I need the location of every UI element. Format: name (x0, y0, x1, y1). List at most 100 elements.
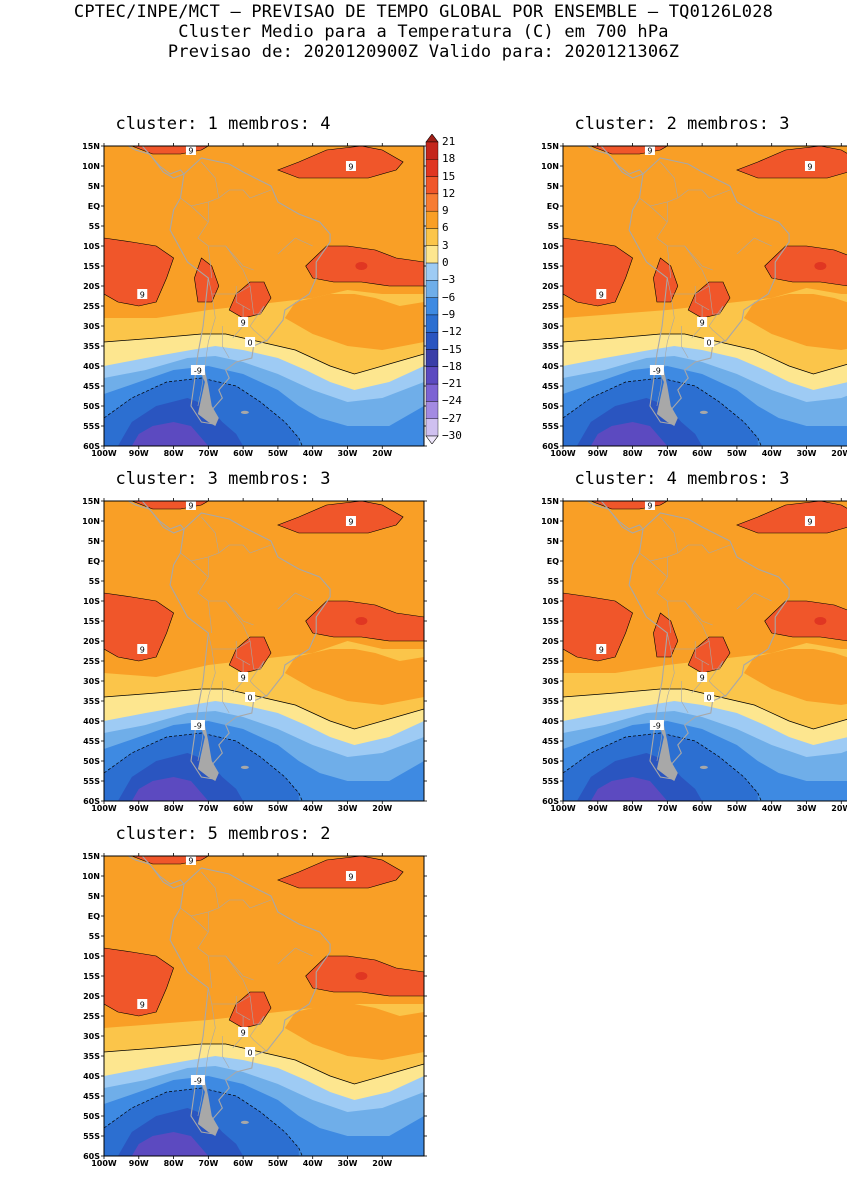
lon-tick-label: 70W (657, 449, 677, 458)
colorbar-swatch (425, 401, 439, 419)
lat-tick-label: 50S (83, 757, 100, 766)
lat-tick-label: 20S (83, 992, 100, 1001)
lon-tick-label: 80W (164, 1159, 184, 1168)
lon-tick-label: 80W (623, 449, 643, 458)
svg-text:9: 9 (188, 857, 193, 866)
lat-tick-label: 15N (541, 142, 559, 151)
svg-text:-9: -9 (194, 722, 202, 731)
warm-patch (764, 245, 847, 287)
lat-tick-label: 5N (88, 182, 100, 191)
lon-tick-label: 30W (337, 804, 357, 813)
colorbar-swatches (425, 133, 439, 445)
colorbar-level-label: −15 (442, 342, 462, 356)
lat-tick-label: 5S (89, 932, 101, 941)
warm-patch (764, 600, 847, 642)
lon-tick-label: 90W (129, 804, 149, 813)
svg-text:9: 9 (700, 674, 705, 683)
lat-tick-label: 5N (547, 537, 559, 546)
lat-tick-label: 20S (542, 282, 559, 291)
lon-tick-label: 50W (727, 804, 747, 813)
panel-title-2: cluster: 2 membros: 3 (574, 114, 790, 134)
lat-tick-label: 50S (83, 402, 100, 411)
lat-tick-label: 55S (83, 1132, 100, 1141)
svg-text:-9: -9 (194, 367, 202, 376)
lon-tick-label: 50W (268, 1159, 288, 1168)
lat-tick-label: 25S (542, 657, 559, 666)
lon-tick-label: 20W (372, 804, 392, 813)
map-panel-3: 9 9 9 9 0 -9 15N 10N 5N EQ 5S 10S 15S 20S 25S 30S 35S 40S… (64, 493, 427, 813)
lat-tick-label: 55S (83, 777, 100, 786)
colorbar-swatch (425, 418, 439, 437)
warm-patch (104, 947, 174, 1017)
lat-tick-label: 10N (82, 872, 100, 881)
lat-tick-label: 55S (83, 422, 100, 431)
lat-tick-label: 25S (83, 1012, 100, 1021)
svg-text:9: 9 (647, 147, 652, 156)
lon-tick-label: 70W (657, 804, 677, 813)
lon-tick-label: 20W (831, 449, 847, 458)
colorbar-level-label: 12 (442, 186, 456, 200)
lat-tick-label: 30S (83, 1032, 100, 1041)
colorbar-level-label: 3 (442, 238, 449, 252)
warm-patch (277, 501, 404, 534)
colorbar-swatch (425, 193, 439, 212)
svg-text:0: 0 (707, 694, 712, 703)
lon-tick-label: 50W (268, 804, 288, 813)
svg-text:9: 9 (140, 1001, 145, 1010)
colorbar-level-label: 15 (442, 169, 456, 183)
lat-tick-label: 45S (542, 737, 559, 746)
lon-tick-label: 60W (692, 804, 712, 813)
colorbar-level-label: −24 (442, 394, 462, 408)
map-panel-2: 9 9 9 9 0 -9 15N 10N 5N EQ 5S 10S 15S 20S 25S 30S 35S 40S… (523, 138, 847, 458)
warm-patch (687, 636, 731, 674)
lat-tick-label: 30S (542, 677, 559, 686)
lat-tick-label: 35S (542, 342, 559, 351)
lon-tick-label: 20W (372, 449, 392, 458)
lat-tick-label: 10N (541, 517, 559, 526)
lon-tick-label: 40W (303, 804, 323, 813)
colorbar-swatch (425, 245, 439, 264)
lat-tick-label: 15S (542, 617, 559, 626)
svg-text:0: 0 (248, 1049, 253, 1058)
lon-tick-label: 100W (91, 449, 117, 458)
lat-tick-label: 15N (541, 497, 559, 506)
svg-text:9: 9 (348, 163, 353, 172)
warm-patch (277, 146, 404, 179)
lon-tick-label: 60W (692, 449, 712, 458)
lat-tick-label: 20S (542, 637, 559, 646)
lon-tick-label: 20W (372, 1159, 392, 1168)
svg-text:9: 9 (241, 1029, 246, 1038)
warm-patch (653, 612, 679, 658)
svg-text:-9: -9 (194, 1077, 202, 1086)
lat-tick-label: 5N (88, 537, 100, 546)
lat-tick-label: 60S (542, 442, 559, 451)
lat-tick-label: 30S (83, 677, 100, 686)
lat-tick-label: 25S (542, 302, 559, 311)
lat-tick-label: 5S (548, 222, 560, 231)
colorbar-level-label: −6 (442, 290, 456, 304)
lat-tick-label: 5N (88, 892, 100, 901)
svg-text:9: 9 (140, 291, 145, 300)
lat-tick-label: 50S (542, 757, 559, 766)
header-line-3: Previsao de: 2020120900Z Valido para: 20… (167, 42, 680, 62)
lon-tick-label: 70W (198, 1159, 218, 1168)
lat-tick-label: EQ (88, 202, 100, 211)
lon-tick-label: 70W (198, 804, 218, 813)
lat-tick-label: 10S (83, 242, 100, 251)
colorbar-level-label: 21 (442, 135, 456, 148)
lon-tick-label: 100W (91, 1159, 117, 1168)
lon-tick-label: 60W (233, 1159, 253, 1168)
colorbar-level-label: −21 (442, 377, 462, 391)
lon-tick-label: 90W (129, 449, 149, 458)
svg-text:-9: -9 (653, 367, 661, 376)
lat-tick-label: 25S (83, 657, 100, 666)
lat-tick-label: 5N (547, 182, 559, 191)
svg-text:9: 9 (599, 646, 604, 655)
svg-text:9: 9 (807, 518, 812, 527)
lon-tick-label: 30W (337, 1159, 357, 1168)
lat-tick-label: 40S (83, 1072, 100, 1081)
lat-tick-label: 40S (83, 362, 100, 371)
svg-text:9: 9 (140, 646, 145, 655)
warm-patch (104, 237, 174, 307)
svg-text:9: 9 (807, 163, 812, 172)
